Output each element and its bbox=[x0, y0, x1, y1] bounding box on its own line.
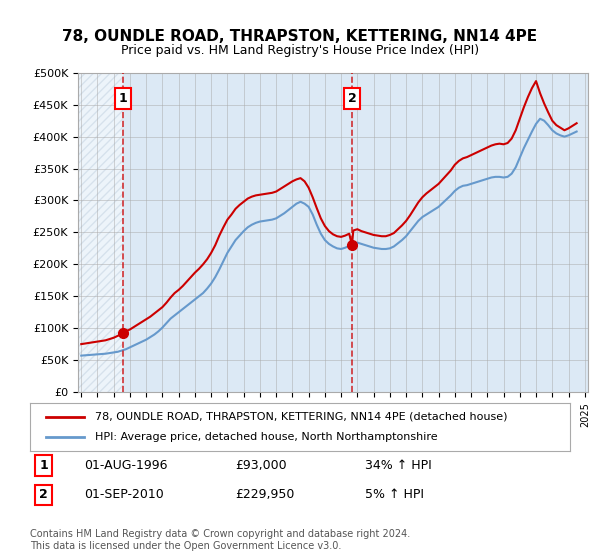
Text: 78, OUNDLE ROAD, THRAPSTON, KETTERING, NN14 4PE (detached house): 78, OUNDLE ROAD, THRAPSTON, KETTERING, N… bbox=[95, 412, 508, 422]
Text: Price paid vs. HM Land Registry's House Price Index (HPI): Price paid vs. HM Land Registry's House … bbox=[121, 44, 479, 57]
Text: £229,950: £229,950 bbox=[235, 488, 295, 501]
Bar bbox=[78, 73, 123, 392]
Text: 78, OUNDLE ROAD, THRAPSTON, KETTERING, NN14 4PE: 78, OUNDLE ROAD, THRAPSTON, KETTERING, N… bbox=[62, 29, 538, 44]
Text: £93,000: £93,000 bbox=[235, 459, 287, 472]
Text: Contains HM Land Registry data © Crown copyright and database right 2024.
This d: Contains HM Land Registry data © Crown c… bbox=[30, 529, 410, 551]
Text: 34% ↑ HPI: 34% ↑ HPI bbox=[365, 459, 431, 472]
Text: HPI: Average price, detached house, North Northamptonshire: HPI: Average price, detached house, Nort… bbox=[95, 432, 437, 442]
Text: 01-AUG-1996: 01-AUG-1996 bbox=[84, 459, 167, 472]
Text: 5% ↑ HPI: 5% ↑ HPI bbox=[365, 488, 424, 501]
Text: 1: 1 bbox=[119, 92, 128, 105]
Text: 2: 2 bbox=[39, 488, 48, 501]
Text: 1: 1 bbox=[39, 459, 48, 472]
Text: 01-SEP-2010: 01-SEP-2010 bbox=[84, 488, 164, 501]
Text: 2: 2 bbox=[347, 92, 356, 105]
